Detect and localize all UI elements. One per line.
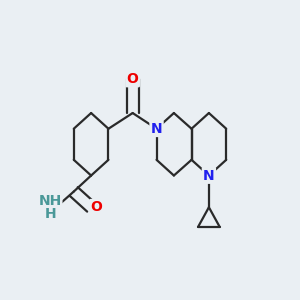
Text: H: H [44, 207, 56, 221]
Text: NH: NH [39, 194, 62, 208]
Text: N: N [203, 169, 215, 182]
Text: N: N [151, 122, 162, 136]
Text: O: O [127, 72, 139, 86]
Text: O: O [91, 200, 103, 214]
